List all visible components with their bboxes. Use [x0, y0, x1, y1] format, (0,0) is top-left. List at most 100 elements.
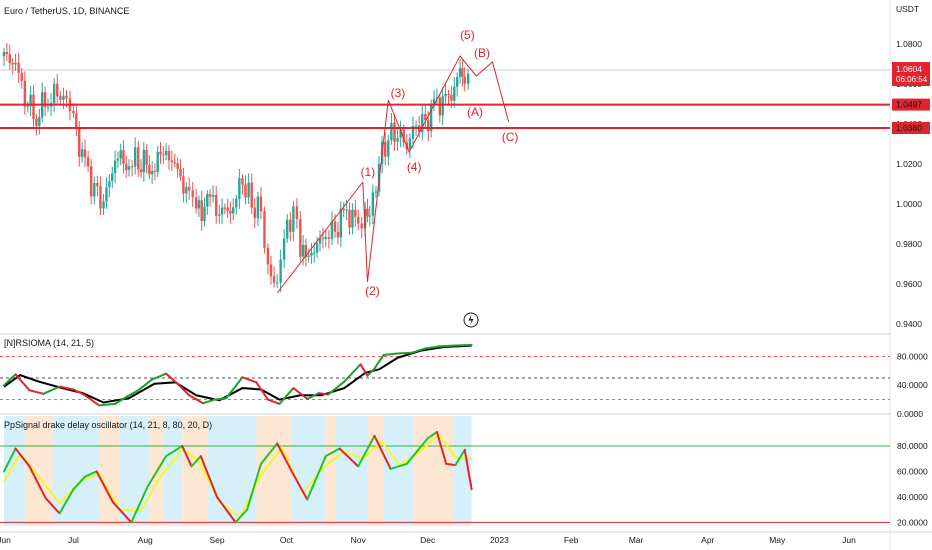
candle-body	[162, 154, 165, 156]
candle-body	[220, 207, 224, 215]
time-tick-label: Dec	[420, 535, 436, 545]
candle-body	[164, 151, 168, 156]
candle-body	[159, 151, 162, 155]
candle-body	[461, 68, 464, 77]
price-scale-panel	[890, 0, 932, 550]
rsioma-fast-segment	[213, 397, 228, 401]
replay-icon[interactable]	[463, 312, 479, 328]
oscillator-zone	[207, 416, 257, 526]
candle-body	[414, 125, 418, 127]
time-tick-label: Nov	[351, 535, 367, 545]
rsioma-title: [N]RSIOMA (14, 21, 5)	[4, 338, 94, 348]
rsioma-fast-segment	[42, 385, 61, 395]
candle-body	[113, 160, 117, 174]
candle-body	[59, 96, 62, 100]
drake-oscillator-pane[interactable]: 80.0000 60.0000 40.0000 20.0000	[0, 413, 928, 527]
rsioma-pane[interactable]: 80.0000 40.0000 0.0000	[0, 333, 928, 419]
candle-body	[295, 206, 299, 219]
rsioma-fast-segment	[396, 351, 413, 355]
rsioma-fast-segment	[114, 395, 128, 405]
rsioma-fast-segment	[202, 398, 216, 405]
candle-body	[62, 95, 65, 100]
rsioma-tick-label: 0.0000	[897, 409, 923, 419]
rsioma-fast-segment	[165, 372, 179, 385]
candle-body	[5, 52, 9, 55]
oscillator-zone	[119, 416, 150, 526]
candle-body	[32, 94, 35, 119]
rsioma-fast-segment	[452, 343, 473, 347]
candle-body	[130, 166, 134, 168]
candle-body	[182, 176, 185, 194]
oscillator-fast-segment	[181, 445, 193, 468]
candle-body	[463, 76, 466, 84]
elliott-wave-label: (2)	[365, 284, 380, 298]
candle-body	[384, 141, 387, 157]
candle-body	[200, 200, 203, 222]
candle-body	[339, 208, 343, 238]
candle-body	[197, 200, 201, 209]
chart-title: Euro / TetherUS, 1D, BINANCE	[4, 6, 129, 16]
candle-body	[241, 178, 244, 185]
rsioma-fast-segment	[137, 378, 154, 392]
candle-body	[235, 198, 238, 208]
candle-body	[238, 178, 241, 199]
candle-body	[90, 166, 93, 197]
elliott-wave-label: (1)	[361, 165, 376, 179]
oscillator-fast-segment	[276, 442, 293, 472]
candle-body	[282, 238, 286, 260]
candle-body	[256, 196, 260, 219]
rsioma-fast-segment	[410, 347, 427, 354]
candle-body	[345, 209, 348, 211]
candle-body	[185, 186, 188, 194]
candle-body	[139, 169, 143, 173]
rsioma-fast-segment	[292, 387, 309, 400]
time-axis[interactable]: Jun Jul Aug Sep Oct Nov Dec 2023 Feb Mar Apr May Jun	[0, 531, 932, 545]
oscillator-fast-segment	[246, 462, 262, 511]
candle-body	[393, 122, 396, 142]
candle-body	[424, 113, 427, 121]
oscillator-fast-segment	[199, 455, 218, 498]
last-price-badge-bg	[892, 62, 930, 86]
oscillator-fast-segment	[14, 447, 31, 468]
candle-body	[215, 194, 218, 216]
oscillator-fast-segment	[445, 462, 457, 467]
rsioma-fast-segment	[317, 392, 330, 396]
rsioma-fast-segment	[151, 372, 168, 381]
candle-body	[116, 158, 120, 161]
price-tick-label: 0.9400	[896, 319, 922, 329]
candle-body	[421, 113, 424, 133]
candle-body	[447, 94, 450, 96]
candle-body	[269, 264, 273, 277]
candle-body	[438, 97, 442, 116]
time-tick-label: Jun	[842, 535, 856, 545]
rsioma-fast-segment	[97, 402, 117, 407]
time-tick-label: 2023	[490, 535, 509, 545]
support-level-label: 1.0497	[896, 100, 922, 110]
candle-body	[203, 206, 206, 222]
oscillator-fast-segment	[58, 488, 75, 515]
last-price-value: 1.0604	[896, 64, 922, 74]
candle-body	[137, 147, 140, 170]
elliott-wave-label: (A)	[467, 105, 483, 119]
rsioma-fast-segment	[255, 381, 269, 401]
rsioma-fast-segment	[3, 373, 17, 387]
candle-body	[156, 151, 159, 172]
oscillator-fast-segment	[84, 470, 98, 478]
elliott-wave-projection[interactable]	[362, 55, 510, 283]
elliott-wave-label: (B)	[474, 46, 490, 60]
support-level-label: 1.0380	[896, 123, 922, 133]
oscillator-fast-segment	[28, 465, 47, 500]
oscillator-zone	[325, 416, 336, 526]
rsioma-fast-segment	[176, 382, 191, 397]
candle-body	[450, 94, 453, 101]
rsioma-fast-segment	[28, 389, 45, 395]
rsioma-fast-segment	[84, 394, 100, 407]
price-tick-label: 0.9800	[896, 239, 922, 249]
candle-body	[52, 83, 56, 104]
oscillator-zone	[24, 416, 53, 526]
candle-body	[11, 62, 14, 65]
candle-body	[75, 113, 78, 128]
time-tick-label: Feb	[564, 535, 579, 545]
